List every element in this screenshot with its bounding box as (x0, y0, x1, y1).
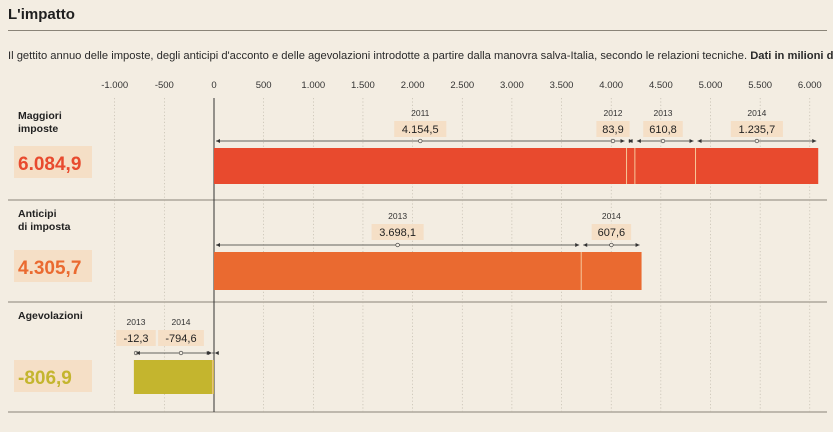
category-label: Agevolazioni (18, 310, 83, 322)
x-tick-label: 5.500 (748, 80, 772, 91)
x-tick-label: -500 (155, 80, 174, 91)
segment-year-label: 2012 (604, 108, 623, 118)
value-label-box (643, 121, 683, 137)
x-tick-label: 2.500 (450, 80, 474, 91)
x-tick-label: 3.500 (550, 80, 574, 91)
segment-value-label: 607,6 (598, 227, 626, 239)
dimension-arrow (216, 139, 220, 143)
dimension-marker (178, 350, 184, 356)
bar-segment (212, 360, 214, 394)
dimension-arrow (628, 139, 633, 143)
segment-year-label: 2014 (172, 317, 191, 327)
dimension-arrow (620, 139, 625, 143)
x-tick-label: 0 (211, 80, 216, 91)
value-label-box (394, 121, 447, 137)
segment-year-label: 2013 (127, 317, 146, 327)
unit-note: Dati in milioni di euro (750, 50, 833, 62)
total-badge (14, 360, 92, 392)
x-tick-label: 1.000 (301, 80, 325, 91)
category-label: Maggiori (18, 110, 62, 122)
chart-title: L'impatto (8, 6, 75, 23)
value-label-box (730, 121, 783, 137)
segment-value-label: -12,3 (123, 333, 148, 345)
dimension-marker (754, 138, 759, 144)
dimension-arrow (214, 351, 219, 355)
total-badge (14, 250, 92, 282)
total-badge (14, 146, 92, 178)
dimension-marker (609, 242, 614, 248)
dimension-arrow (635, 243, 640, 247)
bar-segment (634, 148, 696, 184)
bar-segment (214, 252, 582, 290)
bar-segment (626, 148, 635, 184)
dimension-arrow (216, 243, 220, 247)
category-label: imposte (18, 123, 58, 135)
x-tick-label: 2.000 (401, 80, 425, 91)
x-tick-label: 1.500 (351, 80, 375, 91)
segment-value-label: 83,9 (602, 124, 623, 136)
category-total: 6.084,9 (18, 154, 81, 175)
dimension-arrow (575, 243, 580, 247)
bar-segment (581, 252, 642, 290)
value-label-box (116, 330, 156, 346)
x-tick-label: 5.000 (699, 80, 723, 91)
dimension-arrow (689, 139, 694, 143)
dimension-arrow (206, 351, 211, 355)
x-tick-label: 4.500 (649, 80, 673, 91)
value-label-box (596, 121, 630, 137)
dimension-marker (395, 242, 400, 248)
dimension-marker (418, 138, 423, 144)
dimension-marker (610, 138, 616, 144)
bar-segment (695, 148, 819, 184)
bar-segment (214, 148, 627, 184)
segment-value-label: -794,6 (165, 333, 196, 345)
category-total: -806,9 (18, 368, 72, 389)
dimension-arrow (135, 351, 140, 355)
category-label: di imposta (18, 221, 71, 233)
title-divider (8, 30, 827, 31)
dimension-arrow (583, 243, 588, 247)
value-label-box (371, 224, 424, 240)
subtitle-text: Il gettito annuo delle imposte, degli an… (8, 50, 748, 62)
category-label: Anticipi (18, 208, 57, 220)
segment-year-label: 2014 (602, 211, 621, 221)
segment-year-label: 2013 (654, 108, 673, 118)
x-tick-label: 500 (256, 80, 272, 91)
category-total: 4.305,7 (18, 258, 81, 279)
segment-year-label: 2013 (388, 211, 407, 221)
segment-year-label: 2011 (411, 108, 430, 118)
x-tick-label: 4.000 (599, 80, 623, 91)
x-tick-label: -1.000 (101, 80, 128, 91)
segment-year-label: 2014 (747, 108, 766, 118)
dimension-arrow (697, 139, 702, 143)
value-label-box (591, 224, 632, 240)
dimension-arrow (636, 139, 641, 143)
bar-segment (133, 360, 213, 394)
value-label-box (158, 330, 204, 346)
x-tick-label: 3.000 (500, 80, 524, 91)
dimension-arrow (812, 139, 817, 143)
x-tick-label: 6.000 (798, 80, 822, 91)
segment-value-label: 1.235,7 (739, 124, 776, 136)
segment-value-label: 610,8 (649, 124, 677, 136)
chart-subtitle: Il gettito annuo delle imposte, degli an… (8, 50, 833, 62)
segment-value-label: 4.154,5 (402, 124, 439, 136)
segment-value-label: 3.698,1 (379, 227, 416, 239)
dimension-marker (660, 138, 666, 144)
